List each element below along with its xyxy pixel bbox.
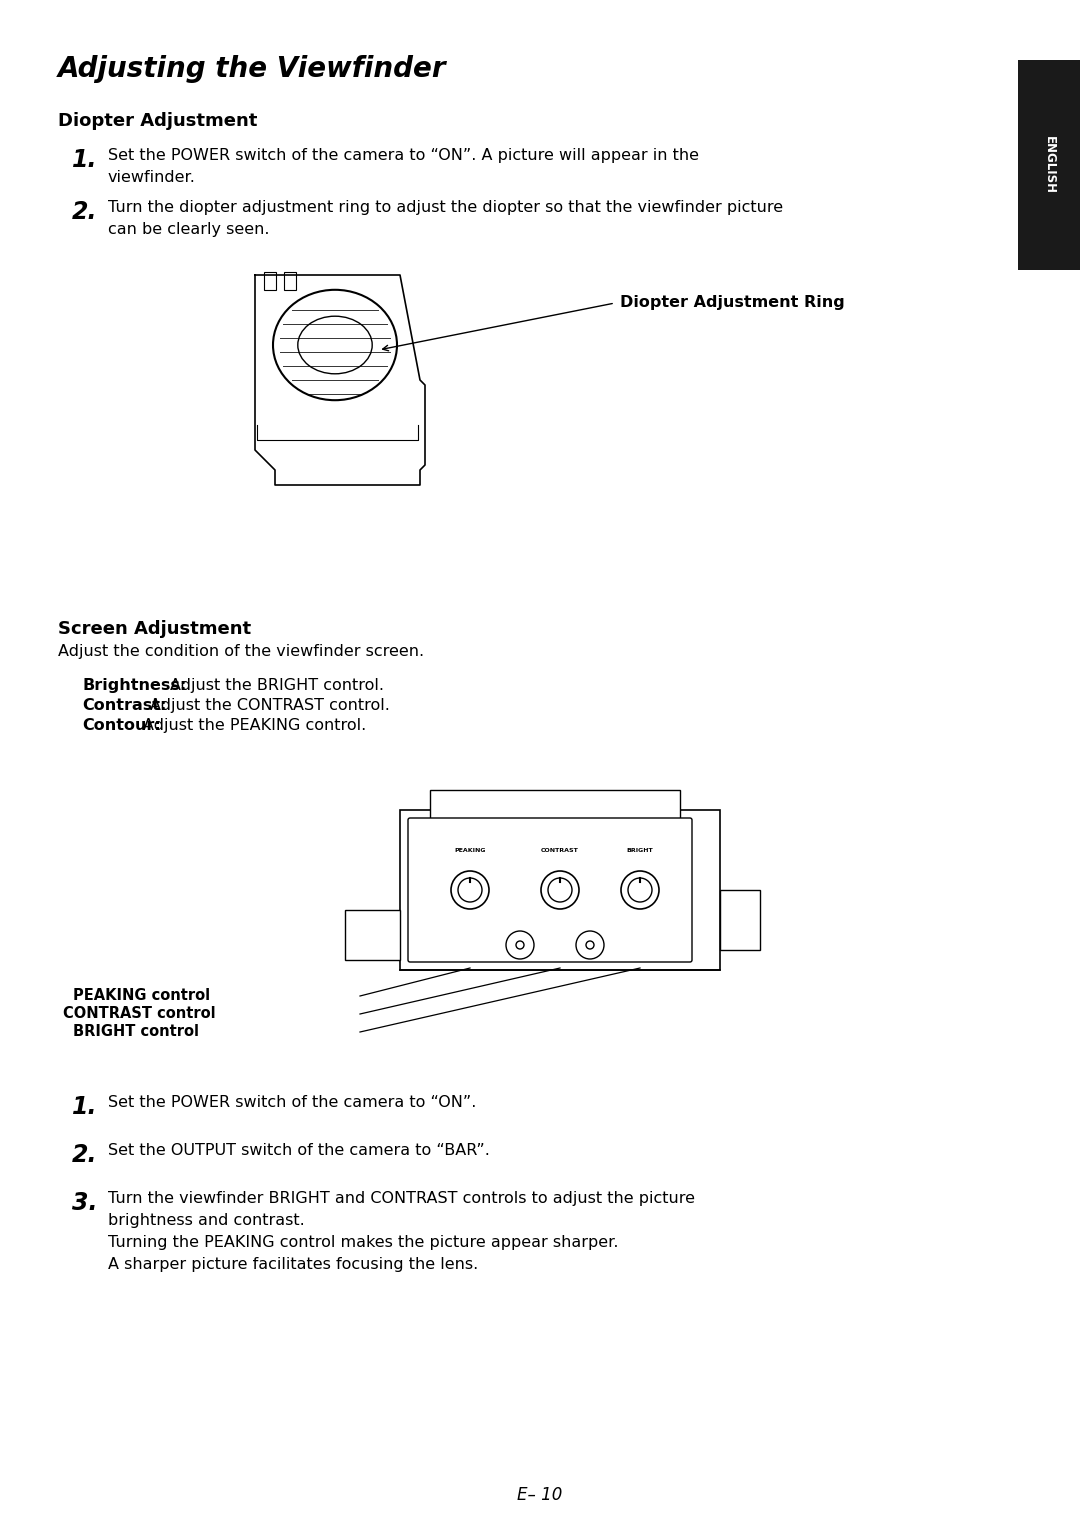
Text: Brightness:: Brightness: [82,678,186,693]
FancyBboxPatch shape [345,911,400,960]
Text: Adjusting the Viewfinder: Adjusting the Viewfinder [58,55,446,83]
FancyBboxPatch shape [400,809,720,970]
Text: BRIGHT: BRIGHT [626,848,653,852]
Text: A sharper picture facilitates focusing the lens.: A sharper picture facilitates focusing t… [108,1257,478,1272]
Text: Adjust the BRIGHT control.: Adjust the BRIGHT control. [170,678,384,693]
Text: Adjust the CONTRAST control.: Adjust the CONTRAST control. [150,698,390,713]
FancyBboxPatch shape [430,789,680,820]
FancyBboxPatch shape [408,819,692,963]
Text: Diopter Adjustment Ring: Diopter Adjustment Ring [620,294,845,310]
Text: ENGLISH: ENGLISH [1042,136,1055,195]
Text: CONTRAST: CONTRAST [541,848,579,852]
Text: Set the POWER switch of the camera to “ON”. A picture will appear in the: Set the POWER switch of the camera to “O… [108,149,699,162]
Text: Contour:: Contour: [82,717,161,733]
Text: PEAKING: PEAKING [455,848,486,852]
Text: 2.: 2. [72,1144,97,1167]
Text: Turn the diopter adjustment ring to adjust the diopter so that the viewfinder pi: Turn the diopter adjustment ring to adju… [108,199,783,215]
Text: Adjust the condition of the viewfinder screen.: Adjust the condition of the viewfinder s… [58,644,424,659]
Text: Diopter Adjustment: Diopter Adjustment [58,112,257,130]
Text: CONTRAST control: CONTRAST control [63,1007,216,1021]
FancyBboxPatch shape [720,891,760,950]
Text: can be clearly seen.: can be clearly seen. [108,222,270,238]
Text: brightness and contrast.: brightness and contrast. [108,1213,305,1228]
Text: Turning the PEAKING control makes the picture appear sharper.: Turning the PEAKING control makes the pi… [108,1236,619,1249]
Text: Turn the viewfinder BRIGHT and CONTRAST controls to adjust the picture: Turn the viewfinder BRIGHT and CONTRAST … [108,1191,696,1206]
Text: 1.: 1. [72,149,97,172]
Text: 1.: 1. [72,1095,97,1119]
Text: viewfinder.: viewfinder. [108,170,195,185]
Text: 3.: 3. [72,1191,97,1216]
FancyBboxPatch shape [1018,60,1080,270]
Text: Set the POWER switch of the camera to “ON”.: Set the POWER switch of the camera to “O… [108,1095,476,1110]
Text: Screen Adjustment: Screen Adjustment [58,619,252,638]
Text: BRIGHT control: BRIGHT control [73,1024,199,1039]
Text: Contrast:: Contrast: [82,698,166,713]
Text: Adjust the PEAKING control.: Adjust the PEAKING control. [143,717,366,733]
Text: PEAKING control: PEAKING control [73,989,211,1004]
Text: 2.: 2. [72,199,97,224]
Text: Set the OUTPUT switch of the camera to “BAR”.: Set the OUTPUT switch of the camera to “… [108,1144,490,1157]
Text: E– 10: E– 10 [517,1485,563,1504]
